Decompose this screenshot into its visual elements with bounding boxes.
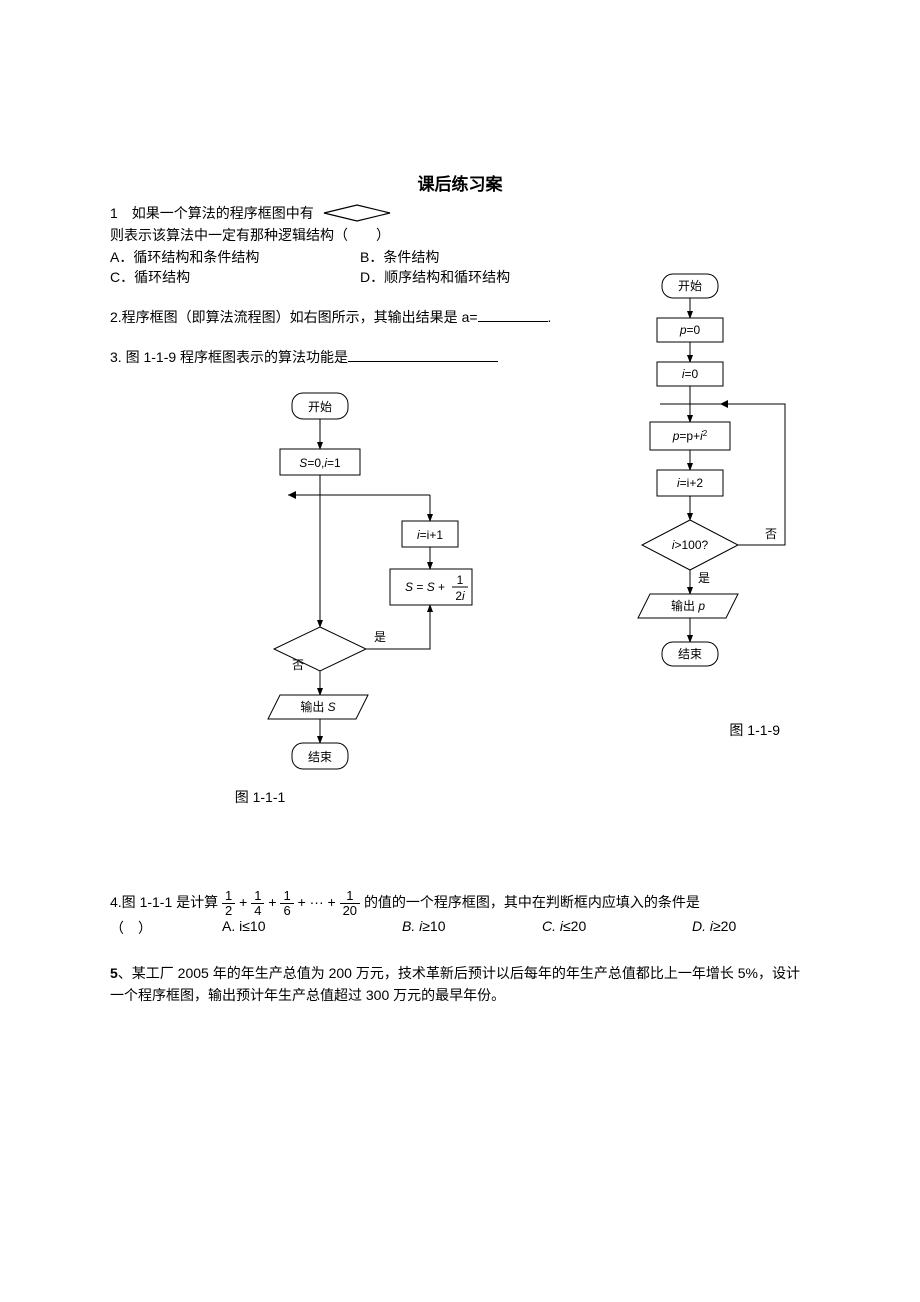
q1-line1: 1 如果一个算法的程序框图中有: [110, 203, 810, 223]
svg-text:i=i+1: i=i+1: [417, 528, 443, 542]
svg-text:2i: 2i: [455, 589, 465, 603]
q1-text-pre: 1 如果一个算法的程序框图中有: [110, 203, 314, 223]
fc-l-start: 开始: [308, 400, 332, 414]
svg-text:p=0: p=0: [679, 323, 701, 337]
flowcharts-area: 开始 S=0,i=1 i=i+1 S = S + 1 2i: [110, 387, 810, 847]
q4-paren: （ ）: [110, 918, 152, 938]
q1-line2: 则表示该算法中一定有那种逻辑结构（ ）: [110, 225, 810, 245]
q5: 5、某工厂 2005 年的年生产总值为 200 万元，技术革新后预计以后每年的年…: [110, 962, 810, 1007]
q4-frac3: 16: [280, 889, 293, 919]
fc-left-caption: 图 1-1-1: [210, 787, 310, 807]
svg-text:S = S +: S = S +: [405, 580, 445, 594]
q5-bold: 5: [110, 965, 118, 981]
q4-frac4: 120: [340, 889, 360, 919]
svg-text:1: 1: [457, 573, 464, 587]
q4-frac1: 12: [222, 889, 235, 919]
fc-l-no: 否: [292, 658, 304, 672]
q4-opts: （ ） A. i≤10 B. i≥10 C. i≤20 D. i≥20: [110, 918, 810, 938]
q5-text: 、某工厂 2005 年的年生产总值为 200 万元，技术革新后预计以后每年的年生…: [110, 965, 800, 1003]
svg-text:i=0: i=0: [682, 367, 699, 381]
q1-optC: C．循环结构: [110, 267, 350, 287]
q1-opts-ab: A．循环结构和条件结构 B．条件结构: [110, 247, 810, 267]
fc-r-start: 开始: [678, 279, 702, 293]
q4: 4.图 1-1-1 是计算 12 + 14 + 16 + ··· + 120 的…: [110, 887, 810, 918]
q1-optD: D．顺序结构和循环结构: [360, 267, 510, 287]
decision-icon: [322, 203, 392, 223]
q4-post: 的值的一个程序框图，其中在判断框内应填入的条件是: [364, 894, 700, 910]
q4-optC: C. i≤20: [542, 918, 682, 938]
q4-optA: A. i≤10: [222, 918, 392, 938]
q4-optD: D. i≥20: [692, 918, 736, 938]
q4-dots: + ··· +: [298, 894, 336, 910]
q3-blank: [348, 348, 498, 362]
q2-blank: [478, 308, 548, 322]
q4-pre: 4.图 1-1-1 是计算: [110, 894, 218, 910]
q3-pre: 3. 图 1-1-9 程序框图表示的算法功能是: [110, 349, 348, 365]
q1-optB: B．条件结构: [360, 247, 439, 267]
q2-post: .: [548, 309, 552, 325]
svg-text:输出 S: 输出 S: [300, 699, 335, 714]
q4-frac2: 14: [251, 889, 264, 919]
q4-optB: B. i≥10: [402, 918, 532, 938]
flowchart-left: 开始 S=0,i=1 i=i+1 S = S + 1 2i: [180, 387, 500, 792]
svg-text:S=0,i=1: S=0,i=1: [299, 456, 341, 470]
fc-l-end: 结束: [308, 750, 332, 764]
q2-pre: 2.程序框图（即算法流程图）如右图所示，其输出结果是 a=: [110, 309, 478, 325]
q1-optA: A．循环结构和条件结构: [110, 247, 350, 267]
fc-l-yes: 是: [374, 630, 386, 644]
page-title: 课后练习案: [110, 170, 810, 195]
